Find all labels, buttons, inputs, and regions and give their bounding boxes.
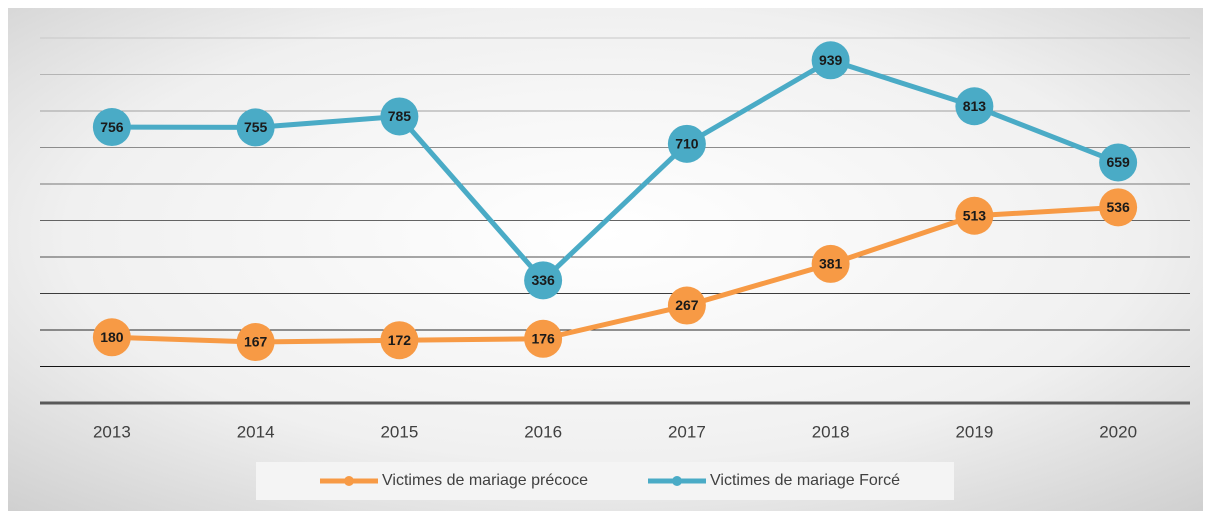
data-point [1099, 143, 1138, 182]
data-label: 267 [675, 297, 699, 313]
data-label: 785 [388, 108, 412, 124]
data-label: 180 [100, 329, 124, 345]
legend-marker [672, 476, 682, 486]
data-label: 536 [1106, 199, 1130, 215]
data-point [92, 318, 131, 357]
x-tick-label: 2019 [955, 422, 993, 441]
x-tick-label: 2014 [237, 422, 275, 441]
chart-background [8, 8, 1203, 511]
data-point [667, 286, 706, 325]
data-point [92, 108, 131, 147]
x-tick-label: 2020 [1099, 422, 1137, 441]
x-tick-label: 2016 [524, 422, 562, 441]
data-label: 172 [388, 332, 412, 348]
data-label: 659 [1106, 154, 1130, 170]
data-label: 813 [963, 98, 987, 114]
x-tick-label: 2018 [812, 422, 850, 441]
data-point [380, 321, 419, 360]
x-tick-label: 2015 [380, 422, 418, 441]
x-tick-label: 2017 [668, 422, 706, 441]
legend-label: Victimes de mariage Forcé [710, 472, 900, 489]
data-label: 513 [963, 207, 987, 223]
data-point [380, 97, 419, 136]
data-label: 710 [675, 136, 699, 152]
legend-marker [344, 476, 354, 486]
data-label: 939 [819, 52, 843, 68]
data-label: 755 [244, 119, 268, 135]
data-point [955, 196, 994, 235]
x-tick-label: 2013 [93, 422, 131, 441]
data-point [524, 261, 563, 300]
data-label: 336 [531, 272, 555, 288]
data-label: 756 [100, 119, 124, 135]
data-point [955, 87, 994, 126]
legend-label: Victimes de mariage précoce [382, 472, 588, 489]
data-point [667, 124, 706, 163]
series-line [111, 57, 1120, 284]
data-point [811, 41, 850, 80]
data-label: 167 [244, 334, 268, 350]
series-line [111, 204, 1119, 345]
data-point [811, 244, 850, 283]
data-point [524, 319, 563, 358]
data-label: 381 [819, 256, 843, 272]
data-label: 176 [531, 330, 555, 346]
data-point [1099, 188, 1138, 227]
data-point [236, 108, 275, 147]
data-point [236, 323, 275, 362]
